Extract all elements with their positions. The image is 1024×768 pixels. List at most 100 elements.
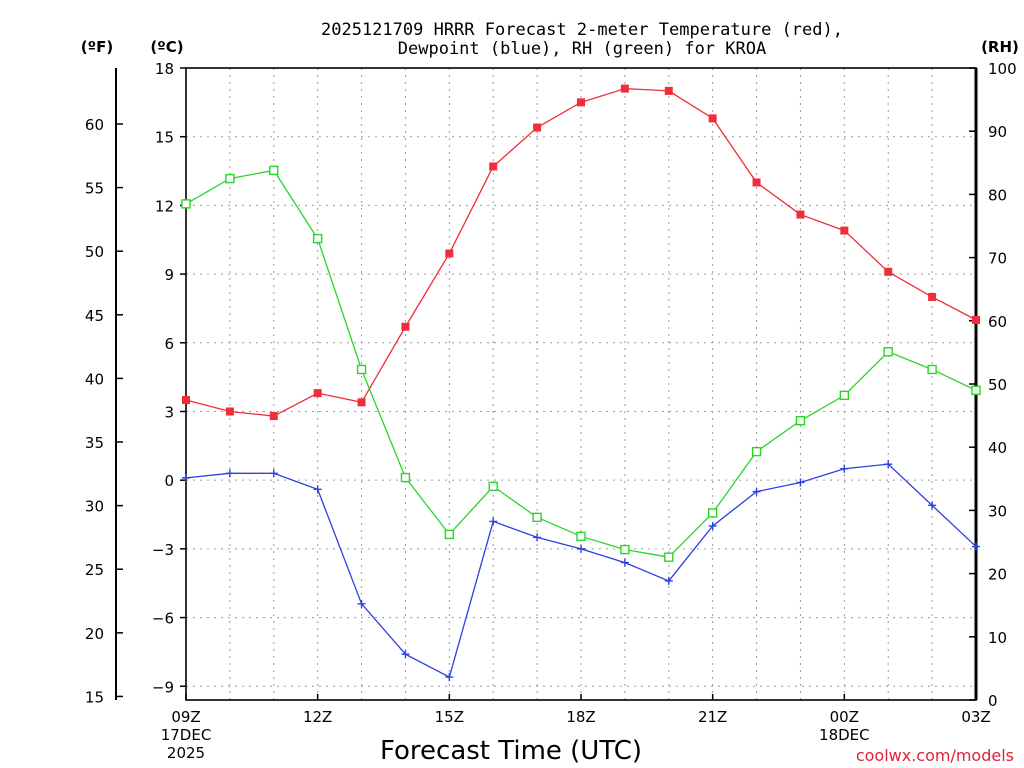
fahrenheit-tick-label: 60 (85, 116, 104, 134)
dewpoint-point (840, 464, 849, 473)
dewpoint-point (401, 650, 410, 659)
dewpoint-point (884, 460, 893, 469)
2-meter-temperature-point (489, 162, 498, 171)
rh-tick-label: 30 (988, 502, 1007, 520)
rh-tick-label: 80 (988, 186, 1007, 204)
celsius-tick-label: 12 (155, 197, 174, 215)
2-meter-temperature-point (445, 249, 454, 258)
celsius-tick-label: 15 (155, 129, 174, 147)
celsius-tick-label: −3 (152, 541, 174, 559)
celsius-tick-label: 9 (164, 266, 174, 284)
2-meter-temperature-point (840, 226, 849, 235)
rh-point (269, 165, 279, 176)
rh-tick-label: 50 (988, 376, 1007, 394)
fahrenheit-tick-label: 30 (85, 498, 104, 516)
rh-point (664, 552, 674, 562)
axes (115, 67, 978, 701)
x-tick-label: 03Z (961, 708, 990, 726)
rh-point (181, 199, 191, 209)
rh-tick-label: 40 (988, 439, 1007, 457)
2-meter-temperature-point (972, 315, 980, 324)
x-tick-label: 21Z (698, 708, 727, 726)
2-meter-temperature-line (185, 87, 977, 417)
x-tick-label: 00Z (830, 708, 859, 726)
rh-point (532, 512, 542, 523)
dewpoint-point (269, 469, 278, 478)
rh-point (751, 446, 762, 457)
rh-point (839, 390, 850, 401)
rh-tick-label: 90 (988, 123, 1007, 141)
2-meter-temperature-point (313, 389, 322, 398)
celsius-unit-label: (ºC) (150, 38, 183, 56)
dewpoint-point (313, 485, 322, 494)
fahrenheit-unit-label: (ºF) (81, 38, 113, 56)
rh-point (883, 347, 893, 357)
dewpoint-point (445, 673, 454, 682)
x-tick-label: 18Z (566, 708, 595, 726)
rh-tick-label: 0 (988, 692, 998, 710)
axis-ticks: 1815129630−3−6−9605550454035302520151009… (85, 60, 1017, 762)
2-meter-temperature-point (884, 267, 893, 276)
rh-point (927, 364, 937, 375)
2-meter-temperature-point (577, 98, 585, 107)
rh-point (707, 508, 718, 518)
dewpoint-point (708, 521, 717, 530)
x-tick-label: 2025 (167, 744, 205, 762)
series-layer (181, 84, 981, 682)
x-tick-label: 17DEC (161, 726, 212, 744)
x-tick-label: 09Z (171, 708, 200, 726)
fahrenheit-tick-label: 45 (85, 307, 104, 325)
rh-point (488, 481, 498, 492)
celsius-tick-label: 6 (164, 335, 174, 353)
rh-tick-label: 20 (988, 566, 1007, 584)
dewpoint-point (752, 487, 761, 496)
fahrenheit-tick-label: 15 (85, 688, 104, 706)
celsius-tick-label: 3 (164, 403, 174, 421)
dewpoint-point (533, 533, 542, 542)
dewpoint-point (489, 517, 498, 526)
credit-watermark: coolwx.com/models (856, 746, 1014, 765)
fahrenheit-tick-label: 50 (85, 243, 104, 261)
fahrenheit-tick-label: 40 (85, 370, 104, 388)
rh-tick-label: 100 (988, 60, 1017, 78)
rh-tick-label: 10 (988, 629, 1007, 647)
celsius-tick-label: 18 (155, 60, 174, 78)
rh-tick-label: 60 (988, 313, 1007, 331)
2-meter-temperature-point (796, 210, 805, 219)
rh-point (795, 415, 806, 426)
rh-point (444, 529, 455, 540)
dewpoint-point (357, 599, 366, 608)
2-meter-temperature-point (533, 123, 542, 132)
dewpoint-point (664, 576, 673, 585)
fahrenheit-tick-label: 55 (85, 180, 104, 198)
celsius-tick-label: −6 (152, 610, 174, 628)
fahrenheit-tick-label: 35 (85, 434, 104, 452)
rh-point (620, 544, 630, 555)
2-meter-temperature-point (664, 86, 673, 95)
dewpoint-point (577, 544, 585, 553)
dewpoint-point (972, 542, 980, 551)
dewpoint-point (796, 478, 805, 487)
x-tick-label: 12Z (303, 708, 332, 726)
2-meter-temperature-point (225, 407, 234, 416)
fahrenheit-tick-label: 20 (85, 625, 104, 643)
rh-unit-label: (RH) (981, 38, 1019, 56)
x-tick-label: 18DEC (819, 726, 870, 744)
2-meter-temperature-point (269, 412, 278, 421)
rh-tick-label: 70 (988, 250, 1007, 268)
chart-title-line-1: 2025121709 HRRR Forecast 2-meter Tempera… (321, 20, 843, 40)
rh-point (225, 173, 235, 184)
dewpoint-point (928, 501, 937, 510)
dewpoint-point (620, 558, 629, 567)
2-meter-temperature-point (620, 84, 629, 93)
dewpoint-point (182, 473, 190, 482)
rh-point (312, 233, 323, 244)
grid-lines (186, 67, 976, 700)
2-meter-temperature-point (357, 398, 366, 407)
dewpoint-point (225, 469, 234, 478)
rh-point (400, 472, 411, 483)
x-tick-label: 15Z (435, 708, 464, 726)
rh-point (576, 531, 586, 542)
celsius-tick-label: −9 (152, 678, 174, 696)
